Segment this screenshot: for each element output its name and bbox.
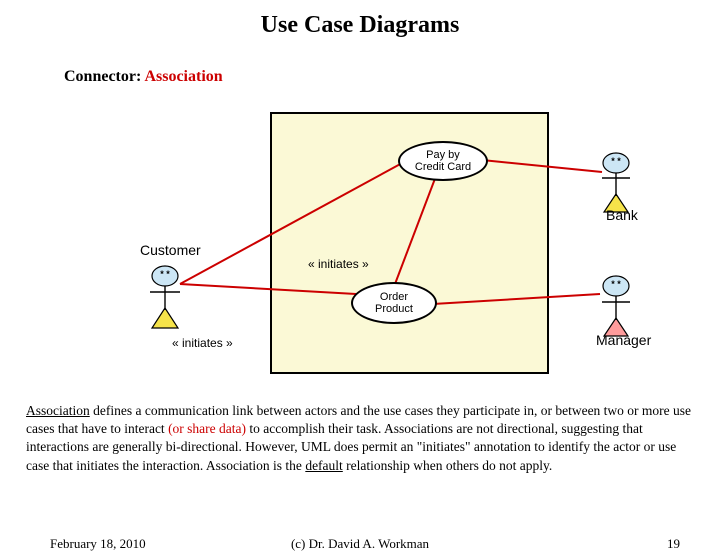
diagram-area: Pay byCredit Card OrderProduct « initiat… xyxy=(0,12,720,552)
usecase-pay: Pay byCredit Card xyxy=(398,141,488,181)
customer-label: Customer xyxy=(140,242,201,258)
bank-eyes: * * xyxy=(607,156,625,166)
customer-eyes: * * xyxy=(156,269,174,279)
manager-eyes: * * xyxy=(607,279,625,289)
initiates-label-a: « initiates » xyxy=(308,257,369,271)
manager-label: Manager xyxy=(596,332,651,348)
initiates-label-b: « initiates » xyxy=(172,336,233,350)
usecase-order: OrderProduct xyxy=(351,282,437,324)
bank-label: Bank xyxy=(606,207,638,223)
